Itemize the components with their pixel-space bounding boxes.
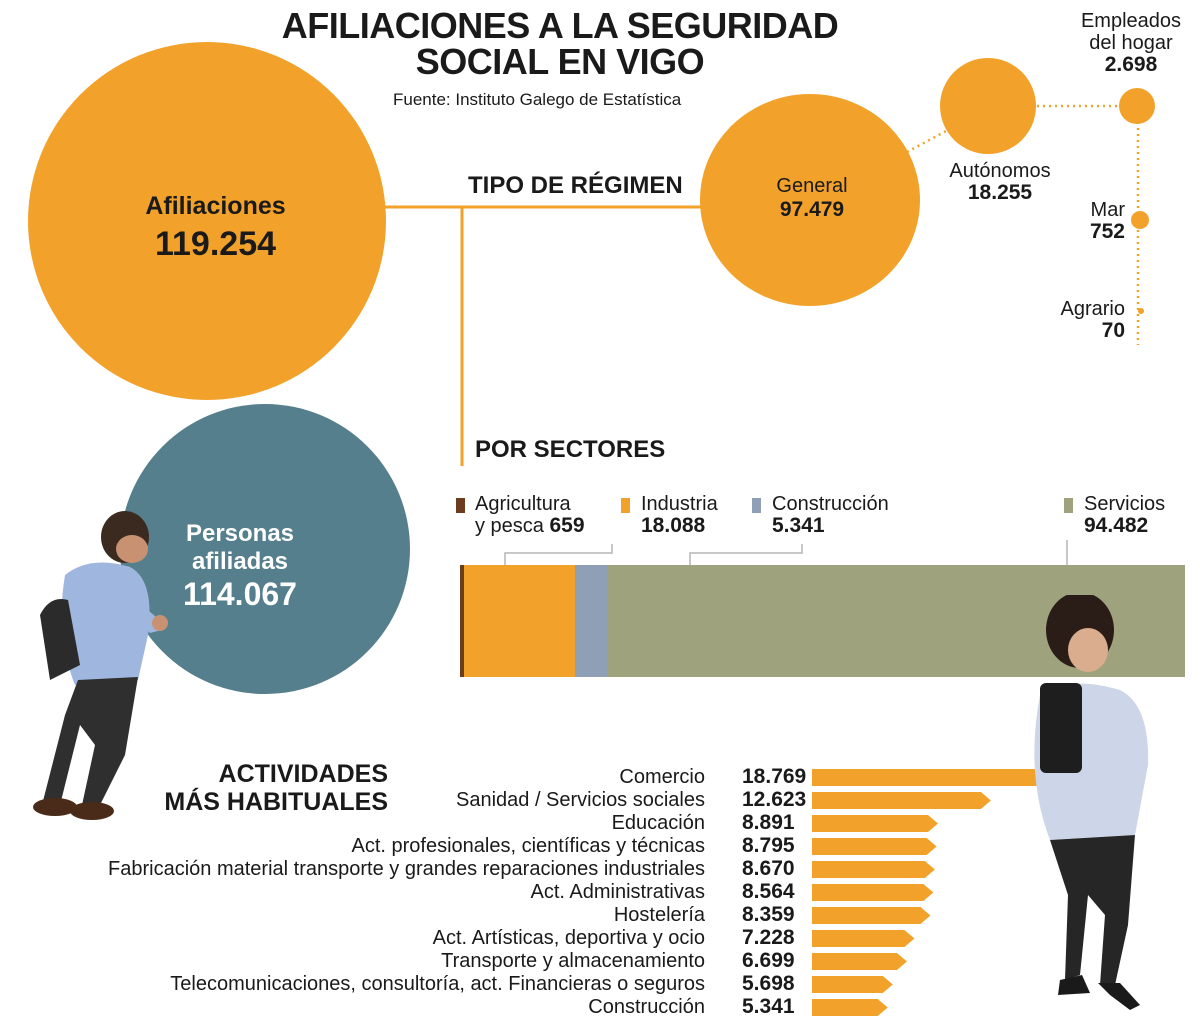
servicios-label: Servicios: [1084, 493, 1166, 515]
actividades-title-1: ACTIVIDADES: [218, 760, 388, 788]
mar-text: Mar 752: [1060, 199, 1125, 243]
agricultura-label-1: Agricultura: [475, 493, 571, 515]
autonomos-circle: [940, 58, 1036, 154]
bar-segment-agricultura: [460, 565, 465, 677]
bar-segment-industria: [464, 565, 575, 677]
activity-bar: [812, 792, 991, 809]
activity-label: Hostelería: [613, 904, 705, 926]
general-circle: [700, 94, 920, 306]
bar-segment-construccion: [574, 565, 608, 677]
actividades-title: ACTIVIDADES MÁS HABITUALES: [160, 760, 388, 816]
agricultura-legend: Agricultura y pesca 659: [475, 493, 585, 537]
agrario-circle: [1138, 308, 1144, 314]
afiliaciones-text: Afiliaciones 119.254: [28, 192, 403, 264]
agricultura-leader: [504, 544, 613, 565]
autonomos-label: Autónomos: [949, 160, 1051, 182]
construccion-label: Construcción: [772, 493, 889, 515]
servicios-legend: Servicios 94.482: [1084, 493, 1165, 537]
activity-value: 5.698: [742, 972, 795, 995]
personas-label-1: Personas: [185, 520, 295, 547]
activity-bar: [812, 907, 931, 924]
autonomos-value: 18.255: [967, 181, 1033, 204]
agricultura-value: 659: [549, 514, 585, 537]
page-title: AFILIACIONES A LA SEGURIDAD SOCIAL EN VI…: [200, 8, 920, 80]
construccion-legend: Construcción 5.341: [772, 493, 889, 537]
activity-bar: [812, 976, 893, 993]
general-autonomos-dots: [906, 128, 949, 154]
activity-bar: [812, 769, 1078, 786]
hogar-circle: [1119, 88, 1155, 124]
mar-label: Mar: [1090, 199, 1125, 221]
activity-label: Act. Artísticas, deportiva y ocio: [432, 927, 705, 949]
agricultura-swatch: [456, 498, 465, 513]
activity-label: Comercio: [619, 766, 705, 788]
industria-value: 18.088: [641, 514, 706, 537]
title-line-1: AFILIACIONES A LA SEGURIDAD: [281, 5, 839, 46]
servicios-swatch: [1064, 498, 1073, 513]
general-text: General 97.479: [742, 175, 882, 222]
agrario-value: 70: [1101, 319, 1125, 342]
activity-label: Transporte y almacenamiento: [441, 950, 705, 972]
activity-value: 8.564: [742, 880, 795, 903]
mar-circle: [1131, 211, 1149, 229]
construccion-value: 5.341: [772, 514, 825, 537]
industria-legend: Industria 18.088: [641, 493, 718, 537]
activity-value: 8.891: [742, 811, 795, 834]
hogar-text: Empleados del hogar 2.698: [1064, 10, 1198, 76]
activity-label: Sanidad / Servicios sociales: [455, 789, 705, 811]
servicios-value: 94.482: [1084, 514, 1149, 537]
activity-label: Construcción: [588, 996, 705, 1018]
activity-bar: [812, 953, 907, 970]
afiliaciones-circle: [28, 42, 386, 400]
mar-value: 752: [1089, 220, 1125, 243]
activity-value: 12.623: [742, 788, 807, 811]
activity-value: 8.359: [742, 903, 795, 926]
personas-text: Personas afiliadas 114.067: [110, 520, 370, 612]
activity-value: 18.769: [742, 765, 807, 788]
regimen-title: TIPO DE RÉGIMEN: [468, 172, 683, 199]
general-value: 97.479: [779, 198, 845, 221]
actividades-title-2: MÁS HABITUALES: [164, 788, 388, 816]
activity-bar: [812, 861, 935, 878]
man-figure-icon: [33, 511, 168, 820]
hogar-label-2: del hogar: [1089, 32, 1173, 54]
activity-label: Act. profesionales, científicas y técnic…: [351, 835, 706, 857]
agrario-text: Agrario 70: [1030, 298, 1125, 342]
activity-label: Telecomunicaciones, consultoría, act. Fi…: [170, 973, 705, 995]
activity-bar: [812, 930, 915, 947]
activity-label: Educación: [611, 812, 705, 834]
industria-swatch: [621, 498, 630, 513]
activity-label: Act. Administrativas: [530, 881, 705, 903]
hogar-value: 2.698: [1104, 53, 1158, 76]
activity-value: 7.228: [742, 926, 795, 949]
personas-circle: [120, 404, 410, 694]
activity-value: 8.670: [742, 857, 795, 880]
woman-figure-icon: [1034, 595, 1149, 1010]
personas-label-2: afiliadas: [191, 548, 289, 575]
activity-value: 6.699: [742, 949, 795, 972]
sectores-title: POR SECTORES: [475, 436, 666, 463]
activity-value: 5.341: [742, 995, 795, 1018]
title-line-2: SOCIAL EN VIGO: [415, 41, 705, 82]
agricultura-label-2: y pesca: [475, 515, 544, 537]
afiliaciones-value: 119.254: [154, 225, 277, 263]
personas-value: 114.067: [183, 576, 297, 612]
source-note: Fuente: Instituto Galego de Estatística: [393, 90, 682, 109]
afiliaciones-label: Afiliaciones: [145, 192, 286, 220]
hogar-label-1: Empleados: [1080, 10, 1182, 32]
autonomos-text: Autónomos 18.255: [930, 160, 1070, 204]
construccion-leader: [689, 544, 803, 565]
industria-label: Industria: [641, 493, 718, 515]
general-label: General: [776, 175, 848, 197]
construccion-swatch: [752, 498, 761, 513]
activity-bar: [812, 838, 937, 855]
activity-label: Fabricación material transporte y grande…: [108, 858, 705, 880]
activity-bar: [812, 815, 939, 832]
activity-bar: [812, 999, 888, 1016]
activity-value: 8.795: [742, 834, 795, 857]
activity-bar: [812, 884, 934, 901]
agrario-label: Agrario: [1060, 298, 1125, 320]
